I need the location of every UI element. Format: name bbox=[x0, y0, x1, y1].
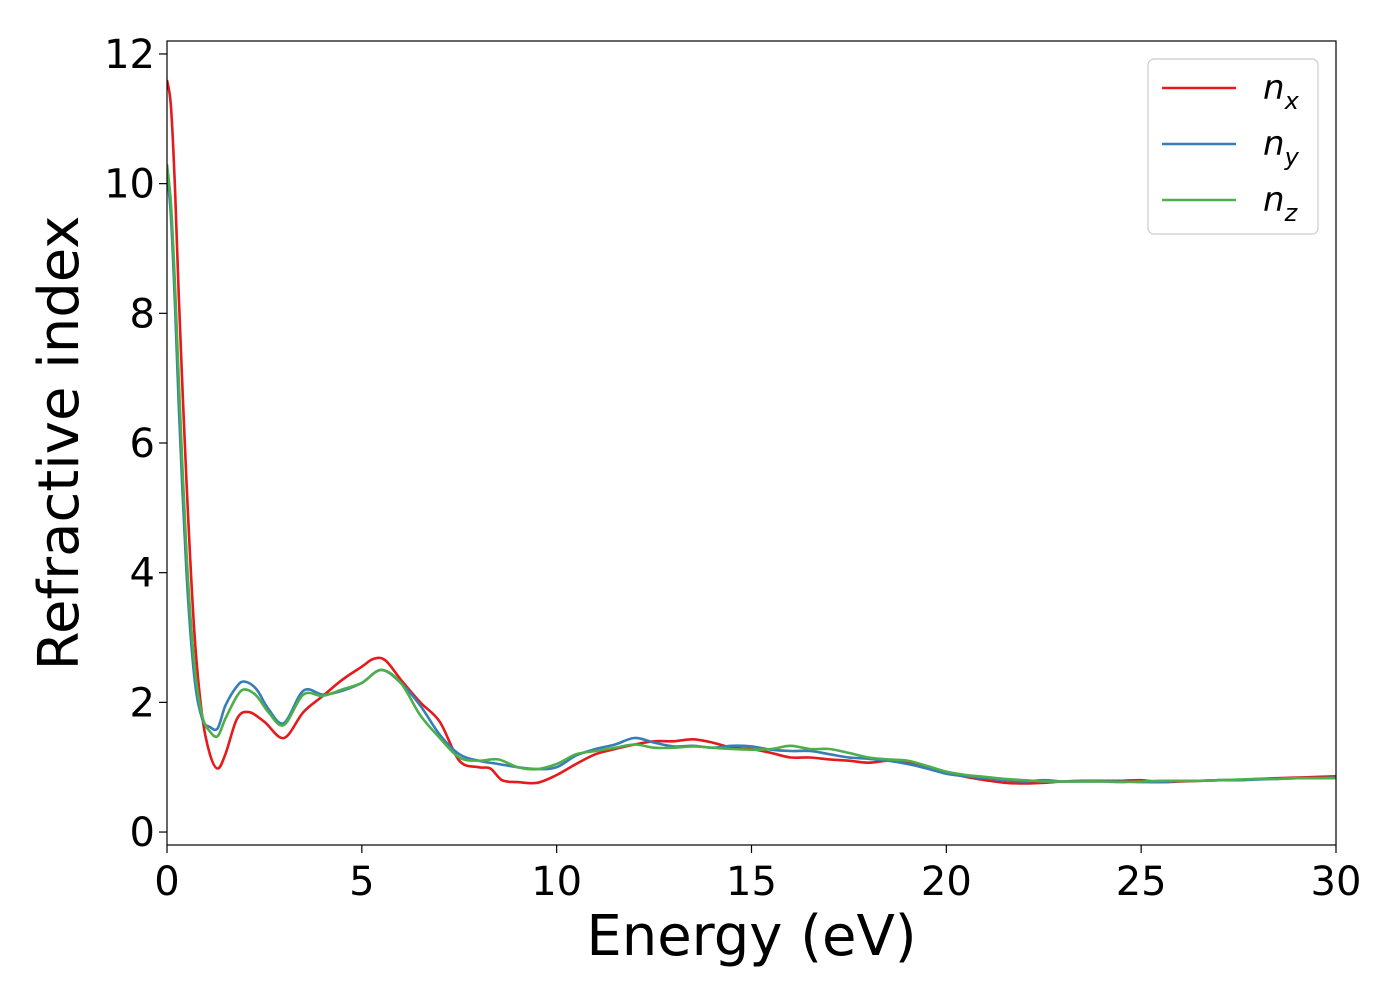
x-tick-label: 30 bbox=[1311, 859, 1362, 905]
y-tick-label: 8 bbox=[130, 291, 155, 337]
x-tick-label: 0 bbox=[154, 859, 179, 905]
x-tick-label: 25 bbox=[1116, 859, 1167, 905]
y-tick-label: 10 bbox=[104, 162, 155, 208]
legend-label-subscript: y bbox=[1284, 143, 1300, 171]
legend-label-subscript: x bbox=[1284, 87, 1300, 115]
x-tick-label: 5 bbox=[349, 859, 374, 905]
x-axis-ticks: 0 5 10 15 20 25 30 bbox=[154, 845, 1361, 905]
x-tick-label: 20 bbox=[921, 859, 972, 905]
x-tick-label: 10 bbox=[531, 859, 582, 905]
y-tick-label: 6 bbox=[130, 421, 155, 467]
y-tick-label: 2 bbox=[130, 680, 155, 726]
y-axis-title: Refractive index bbox=[27, 216, 92, 671]
x-tick-label: 15 bbox=[726, 859, 777, 905]
y-tick-label: 12 bbox=[104, 32, 155, 78]
y-axis-ticks: 0 2 4 6 8 10 12 bbox=[104, 32, 167, 856]
series-line-nz bbox=[167, 164, 1336, 784]
legend-label-subscript: z bbox=[1284, 199, 1299, 227]
y-tick-label: 4 bbox=[130, 551, 155, 597]
legend-box bbox=[1147, 58, 1319, 235]
x-axis-title: Energy (eV) bbox=[586, 904, 916, 969]
y-tick-label: 0 bbox=[130, 810, 155, 856]
series-layer bbox=[167, 79, 1336, 785]
